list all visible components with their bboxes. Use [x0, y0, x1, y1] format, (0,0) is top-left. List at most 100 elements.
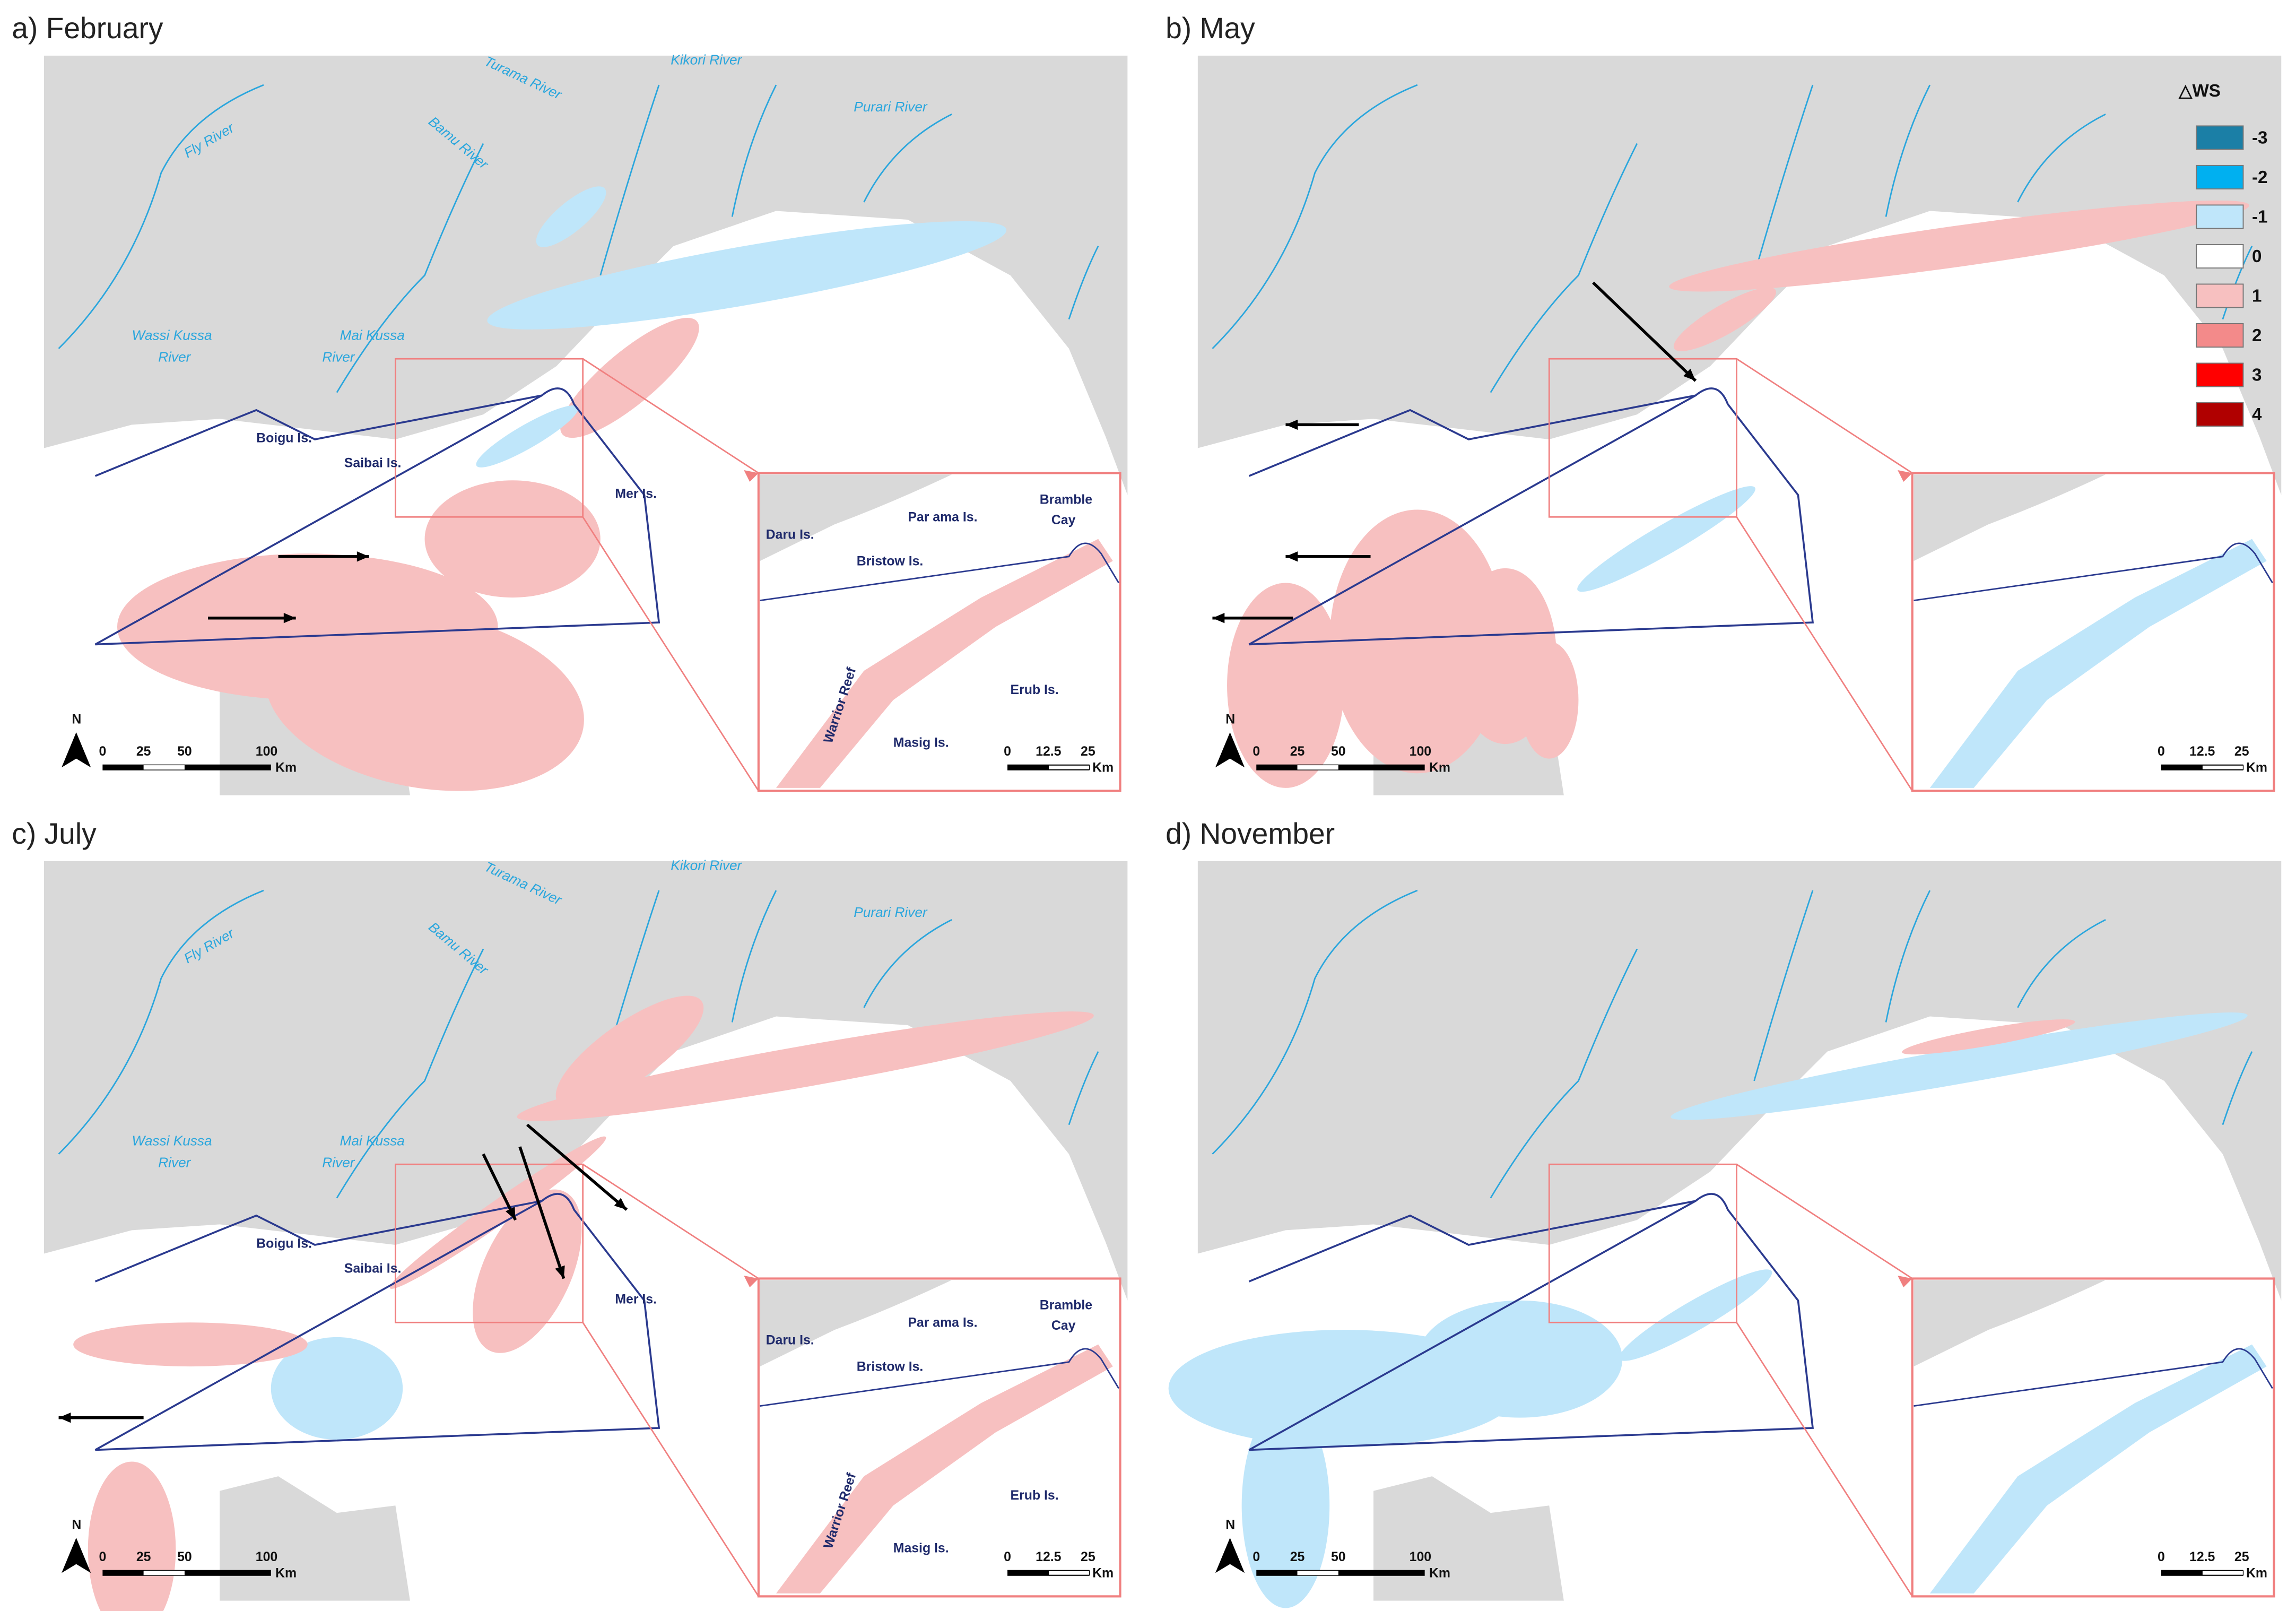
- legend-swatch: [2196, 283, 2244, 308]
- island-label: Boigu Is.: [256, 431, 312, 446]
- boundary: [94, 387, 660, 646]
- boundary: [1248, 1193, 1814, 1451]
- change-patch: [1671, 1012, 2248, 1120]
- inset-band: [1929, 1344, 2267, 1593]
- scale-bar: [102, 1570, 271, 1576]
- panel-label: a) February: [12, 12, 163, 45]
- river-label: River: [322, 349, 355, 365]
- inset-scale-white: [2202, 765, 2244, 770]
- inset-scale-white: [2202, 1570, 2244, 1576]
- north-arrow: [1215, 732, 1245, 768]
- inset-land: [760, 1280, 952, 1367]
- legend-label: 0: [2252, 247, 2262, 266]
- rivers: [1212, 889, 2253, 1199]
- legend-title: △WS: [2178, 81, 2221, 101]
- inset-label: Bramble: [1040, 1298, 1092, 1312]
- change-patch: [1619, 1269, 1772, 1361]
- scale-label: 0: [1253, 744, 1260, 759]
- inset-boundary: [760, 542, 1119, 601]
- scale-label: 0: [99, 1550, 106, 1564]
- change-patch: [265, 609, 584, 791]
- scale-label: 50: [177, 744, 192, 759]
- scale-bar-white: [143, 765, 185, 770]
- inset-label: Daru Is.: [766, 1333, 814, 1348]
- change-patch: [560, 318, 699, 438]
- inset-scale-label: 0: [1004, 1550, 1011, 1564]
- river-label: Mai Kussa: [340, 327, 404, 343]
- map-panel: N 0 25 50 100 Km 0 12.5 25 Km: [1197, 55, 2282, 795]
- change-patch: [1902, 1019, 2075, 1055]
- scale-label: Km: [275, 761, 297, 775]
- rivers: [58, 889, 1099, 1199]
- inset-scale-white: [1048, 765, 1090, 770]
- flow-arrow-head: [1212, 613, 1225, 623]
- scale-label: 100: [1410, 744, 1431, 759]
- inset-label: Cay: [1051, 513, 1076, 527]
- inset-scale-label: 12.5: [2189, 744, 2215, 759]
- inset-boundary: [1914, 542, 2273, 601]
- change-patch: [389, 1136, 606, 1289]
- flow-arrow-head: [1683, 368, 1696, 381]
- inset-connector: [1736, 358, 1913, 792]
- river-label: River: [322, 1155, 355, 1171]
- change-patch: [1577, 486, 1755, 592]
- inset-band: [776, 539, 1113, 788]
- north-arrow: [62, 732, 91, 768]
- legend-label: 2: [2252, 326, 2262, 345]
- scale-label: 25: [1290, 1550, 1305, 1564]
- inset-connector: [582, 1164, 760, 1597]
- inset-land: [1914, 474, 2106, 561]
- inset-scale-white: [1048, 1570, 1090, 1576]
- scale-bar-white: [1297, 1571, 1338, 1575]
- river-label: Wassi Kussa: [132, 327, 212, 343]
- inset-scale-label: 12.5: [1036, 1550, 1062, 1564]
- inset-connector: [1736, 1164, 1913, 1597]
- island-label: Saibai Is.: [344, 456, 402, 470]
- inset-source: [394, 358, 584, 518]
- flow-arrow: [518, 1146, 566, 1279]
- inset-scale-label: 0: [2158, 744, 2165, 759]
- inset: [1911, 472, 2275, 792]
- change-patch: [476, 405, 579, 467]
- flow-arrow: [526, 1123, 628, 1211]
- inset-scale-label: Km: [1092, 761, 1114, 775]
- panel-label: d) November: [1166, 817, 1335, 850]
- river-label: Mai Kussa: [340, 1132, 404, 1148]
- inset-pointer: [1898, 470, 1912, 482]
- flow-arrow-head: [555, 1265, 565, 1279]
- scale-label: 100: [256, 744, 277, 759]
- scale-label: 50: [1331, 1550, 1346, 1564]
- inset-source: [1548, 1163, 1737, 1323]
- scale-label: 50: [177, 1550, 192, 1564]
- inset-pointer: [1898, 1275, 1912, 1288]
- boundary: [1248, 387, 1814, 646]
- inset-scale-label: Km: [1092, 1566, 1114, 1581]
- island-label: Saibai Is.: [344, 1261, 402, 1276]
- flow-arrow: [482, 1153, 517, 1221]
- change-patch: [1669, 200, 2249, 292]
- inset-label: Par ama Is.: [908, 510, 977, 525]
- change-patch: [1520, 641, 1579, 759]
- north-arrow: [62, 1538, 91, 1573]
- scale-label: 0: [99, 744, 106, 759]
- panel-label: b) May: [1166, 12, 1255, 45]
- inset-scale-label: 25: [1081, 744, 1095, 759]
- river-label: River: [158, 349, 191, 365]
- inset-label: Masig Is.: [893, 736, 949, 750]
- change-patch: [1417, 1300, 1623, 1418]
- scale-bar-white: [143, 1571, 185, 1575]
- legend-label: -3: [2252, 128, 2267, 148]
- inset-land: [1914, 1280, 2106, 1367]
- inset-source: [1548, 358, 1737, 518]
- inset-label: Par ama Is.: [908, 1316, 977, 1330]
- inset-scale-label: 0: [1004, 744, 1011, 759]
- flow-arrow-head: [58, 1413, 71, 1423]
- legend-label: 3: [2252, 366, 2262, 385]
- scale-bar: [1256, 1570, 1425, 1576]
- north-label: N: [72, 1518, 81, 1532]
- land: [1197, 861, 2282, 1301]
- change-patch: [517, 1011, 1094, 1121]
